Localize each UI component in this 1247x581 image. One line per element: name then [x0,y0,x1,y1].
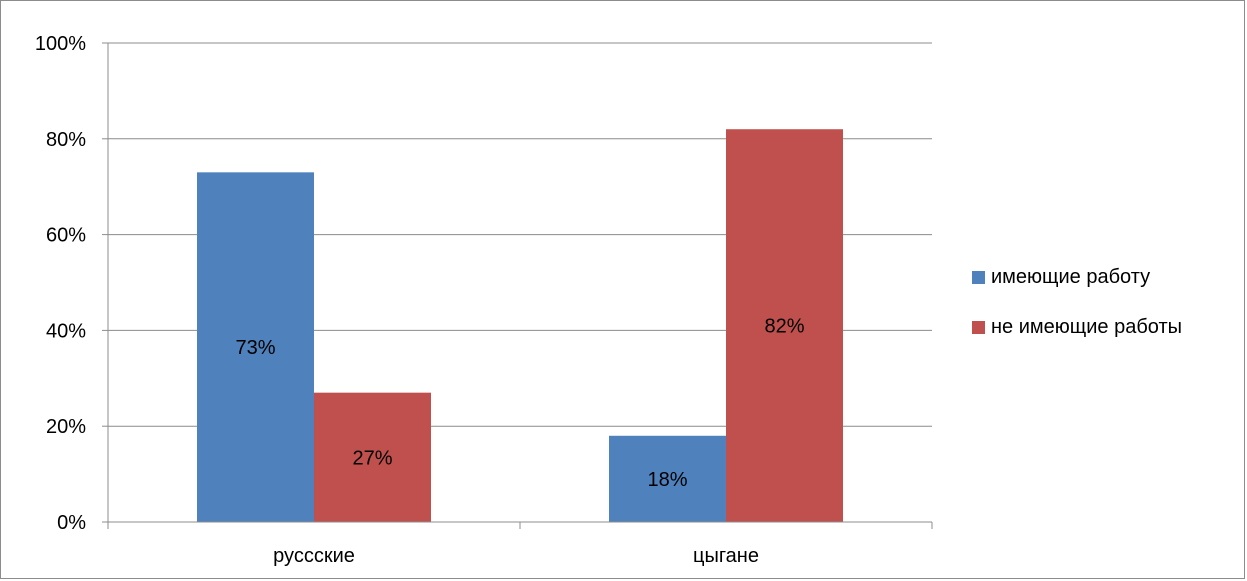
bar [314,392,431,522]
legend-swatch-employed [972,270,985,284]
y-tick-label: 100% [35,33,86,55]
y-tick-label: 60% [46,225,86,247]
bars [197,129,843,522]
y-tick-label: 40% [46,320,86,342]
legend-swatch-unemployed [972,320,985,334]
bar [197,172,314,522]
y-tick-label: 80% [46,129,86,151]
bar [609,435,726,522]
labels: 0% 20% 40% 60% 80% 100% 73% 27% руссские 18% 82% цы… [35,33,805,567]
legend-label-employed: имеющие работу [991,265,1151,288]
legend-item-unemployed: не имеющие работы [972,313,1182,341]
legend-item-employed: имеющие работу [972,263,1182,291]
y-tick-label: 0% [57,512,86,534]
bar [726,129,843,522]
category-label: руссские [273,545,355,567]
data-label: 82% [764,316,804,338]
legend-label-unemployed: не имеющие работы [991,315,1182,338]
data-label: 27% [352,447,392,469]
data-label: 73% [235,337,275,359]
data-label: 18% [647,469,687,491]
legend: имеющие работу не имеющие работы [972,263,1182,363]
axes [102,42,933,529]
category-label: цыгане [693,545,759,567]
y-tick-label: 20% [46,416,86,438]
